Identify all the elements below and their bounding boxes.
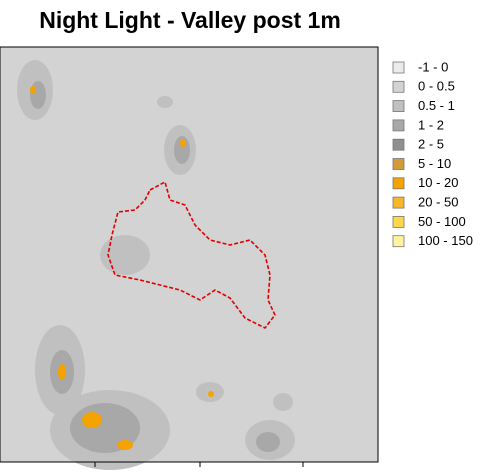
legend-label: 10 - 20 [418, 175, 458, 190]
legend-label: 2 - 5 [418, 137, 444, 152]
legend-label: -1 - 0 [418, 59, 448, 74]
legend-swatch [392, 235, 405, 248]
legend-swatch [392, 138, 405, 151]
legend-swatch [392, 215, 405, 228]
legend-swatch [392, 177, 405, 190]
legend-label: 100 - 150 [418, 233, 473, 248]
legend-swatch [392, 196, 405, 209]
legend-swatch [392, 119, 405, 132]
legend-label: 0.5 - 1 [418, 98, 455, 113]
legend-swatch [392, 100, 405, 112]
legend: -1 - 0 0 - 0.5 0.5 - 1 1 - 2 2 - 5 5 - 10 10 -… [392, 59, 473, 248]
map-title: Night Light - Valley post 1m [39, 7, 341, 33]
legend-label: 20 - 50 [418, 195, 458, 210]
legend-swatch [392, 80, 405, 93]
legend-label: 50 - 100 [418, 214, 466, 229]
map-panel [0, 46, 379, 470]
legend-label: 0 - 0.5 [418, 79, 455, 94]
legend-label: 1 - 2 [418, 117, 444, 132]
legend-label: 5 - 10 [418, 156, 451, 171]
legend-swatch [392, 158, 405, 170]
legend-swatch [392, 61, 405, 74]
